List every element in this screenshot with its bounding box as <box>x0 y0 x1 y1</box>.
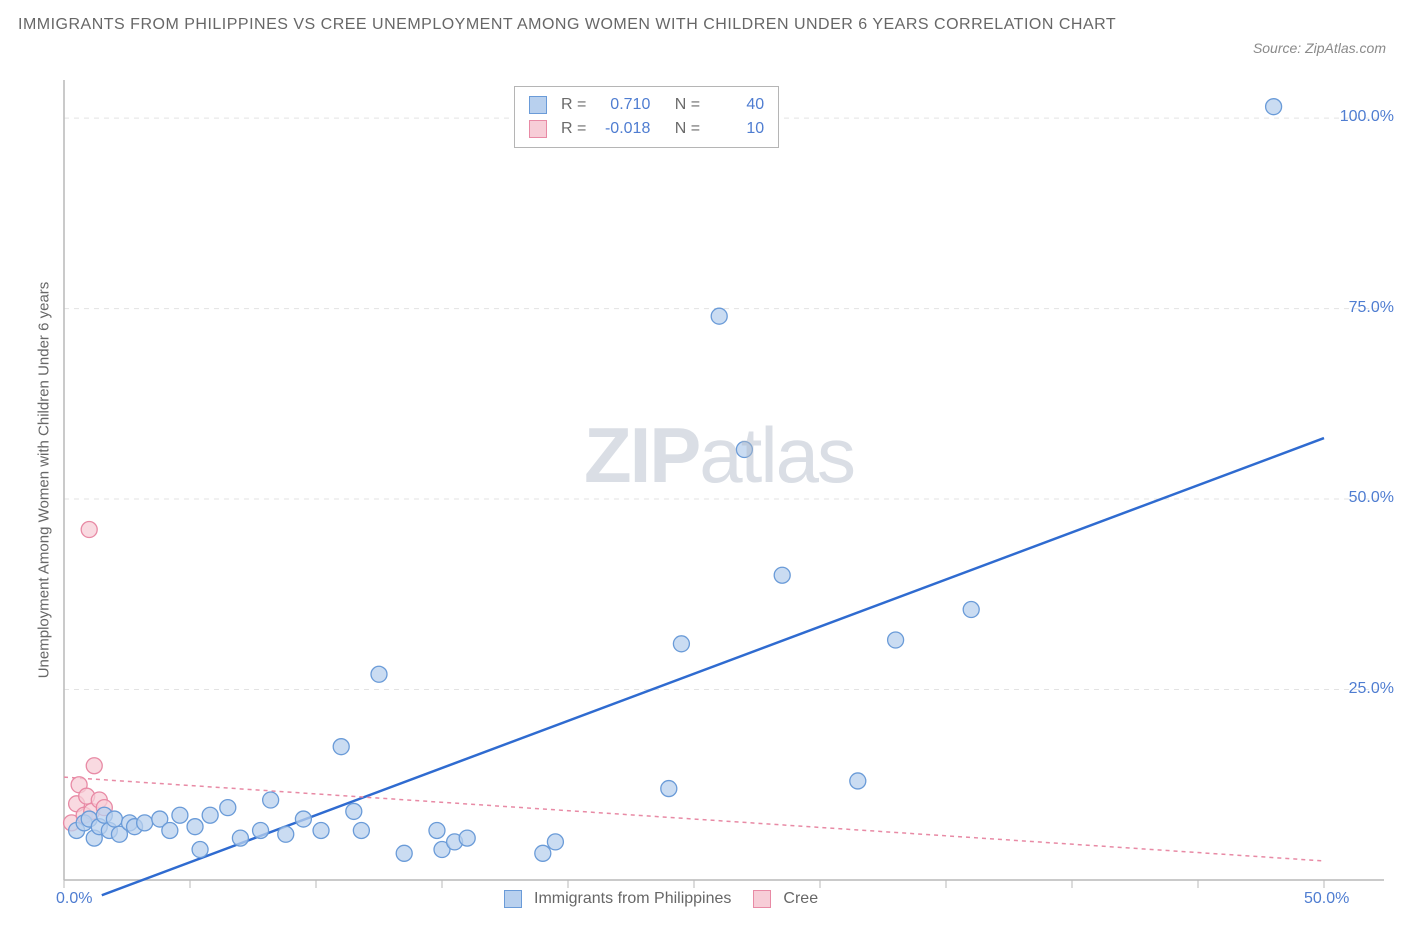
y-tick-1: 50.0% <box>1349 489 1394 507</box>
swatch-series-2 <box>529 120 547 138</box>
source-attribution: Source: ZipAtlas.com <box>1253 40 1386 56</box>
y-tick-3: 100.0% <box>1340 108 1394 126</box>
chart-title: IMMIGRANTS FROM PHILIPPINES VS CREE UNEM… <box>18 12 1118 38</box>
legend-label-2: Cree <box>783 890 818 908</box>
y-axis-label: Unemployment Among Women with Children U… <box>36 282 53 679</box>
swatch-bottom-2 <box>753 890 771 908</box>
r-value-1: 0.710 <box>598 93 650 117</box>
y-tick-2: 75.0% <box>1349 299 1394 317</box>
watermark-rest: atlas <box>699 411 854 499</box>
r-label: R = <box>561 93 586 117</box>
n-value-2: 10 <box>712 117 764 141</box>
swatch-series-1 <box>529 96 547 114</box>
x-tick-0: 0.0% <box>56 890 92 908</box>
legend-row-1: R = 0.710 N = 40 <box>529 93 764 117</box>
watermark-bold: ZIP <box>584 411 699 499</box>
legend-row-2: R = -0.018 N = 10 <box>529 117 764 141</box>
n-value-1: 40 <box>712 93 764 117</box>
n-label: N = <box>675 117 700 141</box>
x-tick-1: 50.0% <box>1304 890 1349 908</box>
legend-item-2: Cree <box>753 890 818 908</box>
y-tick-0: 25.0% <box>1349 680 1394 698</box>
correlation-legend: R = 0.710 N = 40 R = -0.018 N = 10 <box>514 86 779 148</box>
legend-item-1: Immigrants from Philippines <box>504 890 731 908</box>
source-name: ZipAtlas.com <box>1305 40 1386 56</box>
watermark: ZIPatlas <box>584 410 854 501</box>
legend-label-1: Immigrants from Philippines <box>534 890 731 908</box>
swatch-bottom-1 <box>504 890 522 908</box>
r-label: R = <box>561 117 586 141</box>
series-legend: Immigrants from Philippines Cree <box>504 890 818 908</box>
r-value-2: -0.018 <box>598 117 650 141</box>
n-label: N = <box>675 93 700 117</box>
source-prefix: Source: <box>1253 40 1305 56</box>
chart-container: Unemployment Among Women with Children U… <box>54 80 1384 900</box>
